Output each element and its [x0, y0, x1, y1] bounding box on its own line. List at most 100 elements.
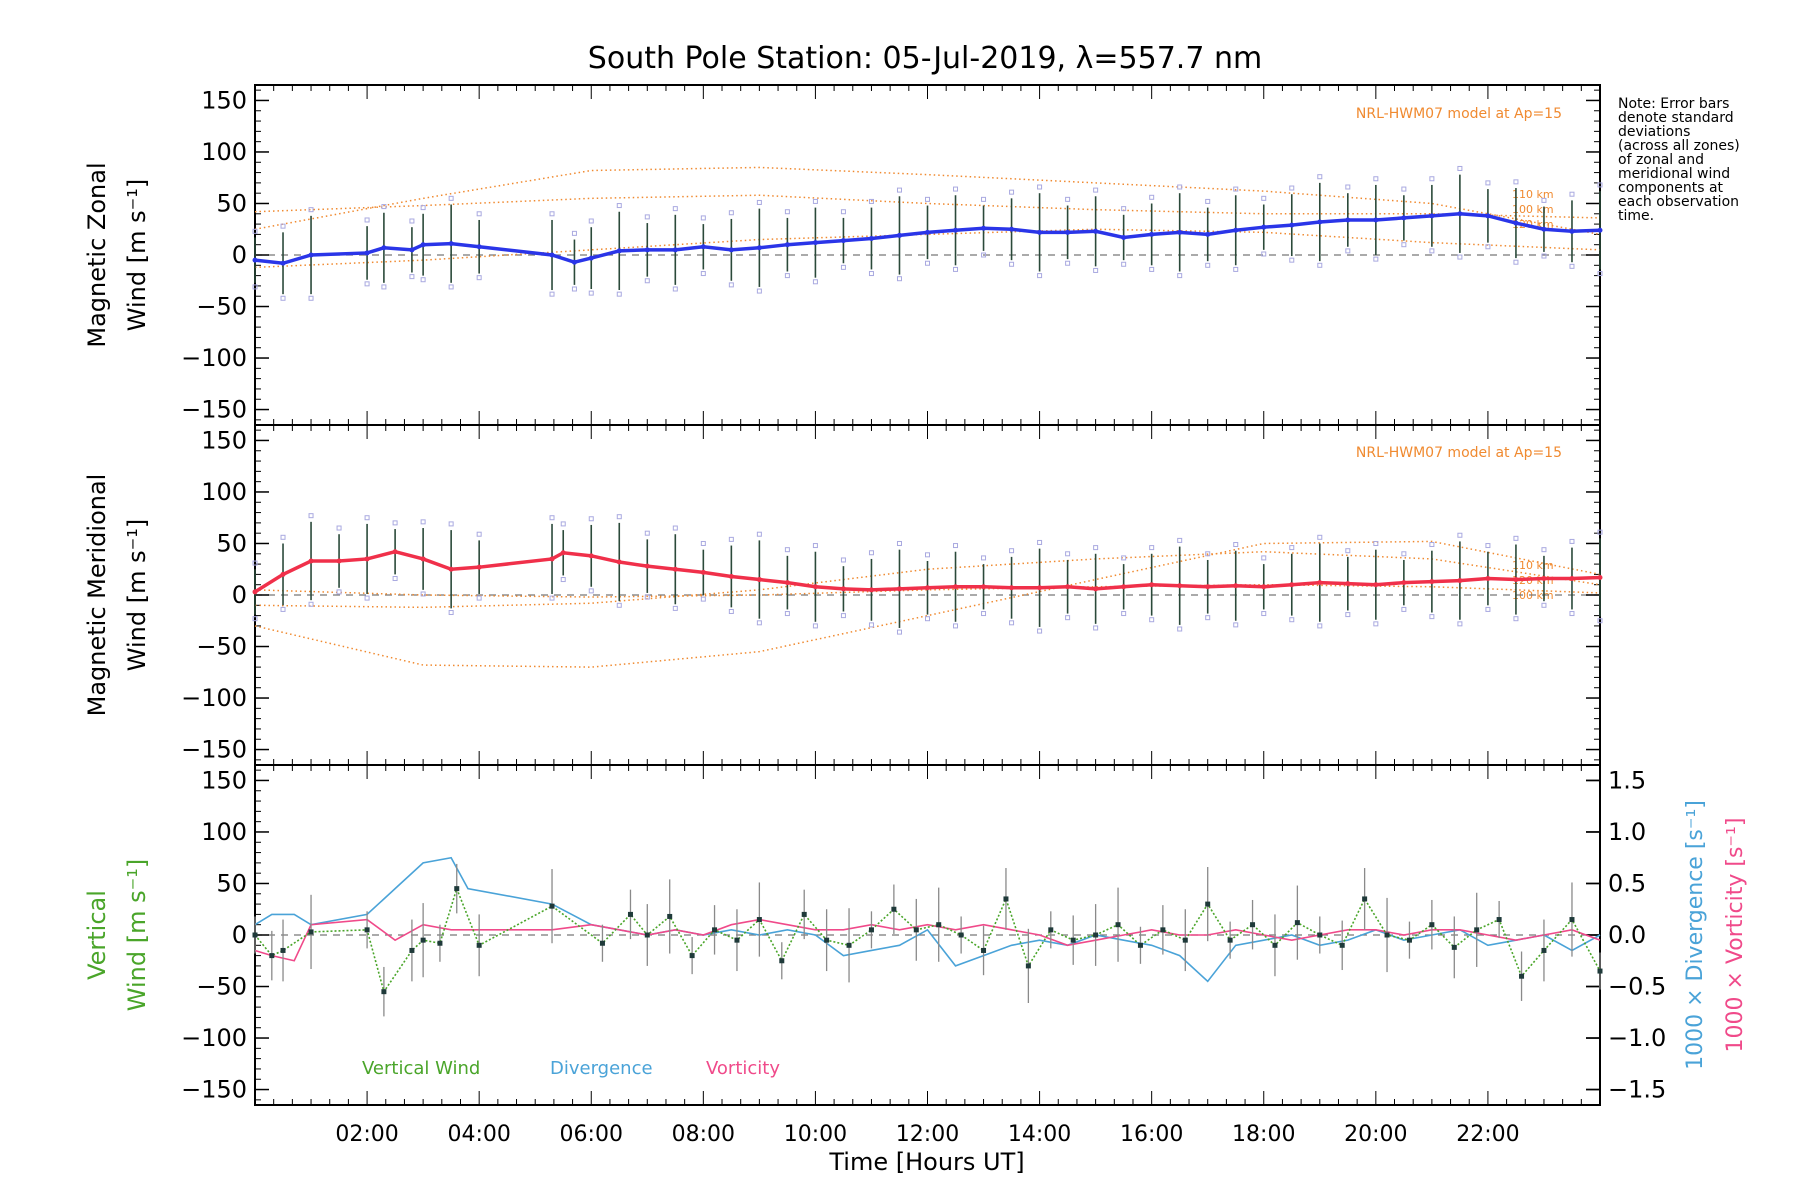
altitude-label: 100 km	[1512, 203, 1554, 216]
scatter-point	[1317, 534, 1323, 540]
wind-point	[925, 585, 930, 591]
vertical-wind-point	[1070, 937, 1076, 943]
scatter-point	[1401, 242, 1407, 248]
scatter-point	[700, 215, 706, 221]
scatter-point	[571, 230, 577, 236]
vertical-wind-point	[1294, 920, 1300, 926]
scatter-point	[1513, 535, 1519, 541]
scatter-point	[1457, 165, 1463, 171]
vertical-wind-line	[254, 886, 1601, 994]
vertical-wind-point	[1182, 937, 1188, 943]
scatter-point	[392, 520, 398, 526]
scatter-point	[336, 589, 342, 595]
scatter-point	[1513, 179, 1519, 185]
scatter-point	[1401, 186, 1407, 192]
scatter-point	[1289, 617, 1295, 623]
wind-point	[336, 558, 342, 564]
legend-vertical-wind: Vertical Wind	[362, 1058, 480, 1079]
y-tick-label: 50	[216, 869, 247, 897]
scatter-point	[700, 540, 706, 546]
vertical-wind-point	[420, 937, 426, 943]
wind-point	[1177, 229, 1183, 235]
wind-point	[1261, 224, 1267, 230]
wind-point	[953, 584, 959, 590]
vertical-wind-point	[1227, 937, 1233, 943]
scatter-point	[1457, 621, 1463, 627]
scatter-point	[784, 611, 790, 617]
wind-point	[1513, 220, 1519, 226]
scatter-point	[1373, 256, 1379, 262]
wind-point	[448, 241, 454, 247]
scatter-point	[549, 291, 555, 297]
wind-point	[756, 245, 762, 251]
wind-point	[728, 247, 734, 253]
wind-point	[1037, 585, 1043, 591]
scatter-point	[1065, 260, 1071, 266]
scatter-point	[728, 608, 734, 614]
scatter-point	[981, 196, 987, 202]
wind-point	[1093, 228, 1099, 234]
scatter-point	[1009, 189, 1015, 195]
vertical-wind-point	[801, 911, 807, 917]
scatter-point	[953, 266, 959, 272]
scatter-point	[1513, 616, 1519, 622]
wind-point	[756, 577, 762, 583]
scatter-point	[756, 199, 762, 205]
y-axis-label-line1: Vertical	[83, 890, 111, 980]
vertical-wind-point	[958, 932, 964, 938]
wind-point	[588, 255, 594, 261]
scatter-point	[644, 214, 650, 220]
wind-point	[616, 248, 622, 254]
wind-point	[1177, 583, 1183, 589]
scatter-point	[1261, 555, 1267, 561]
wind-point	[700, 569, 706, 575]
scatter-point	[840, 557, 846, 563]
y-tick-label: 150	[201, 426, 247, 454]
wind-point	[1317, 580, 1323, 586]
scatter-point	[1373, 621, 1379, 627]
wind-point	[896, 586, 902, 592]
wind-point	[308, 558, 314, 564]
vertical-wind-point	[308, 929, 314, 935]
legend-divergence: Divergence	[550, 1058, 653, 1079]
scatter-point	[1121, 611, 1127, 617]
scatter-point	[308, 601, 314, 607]
scatter-point	[1149, 266, 1155, 272]
wind-point	[1541, 226, 1547, 232]
vertical-wind-point	[1569, 917, 1575, 923]
x-tick-label: 16:00	[1120, 1122, 1183, 1147]
y-tick-label: 50	[216, 529, 247, 557]
scatter-point	[616, 602, 622, 608]
x-tick-label: 10:00	[784, 1122, 847, 1147]
wind-point	[1009, 226, 1015, 232]
vertical-wind-point	[409, 947, 415, 953]
zonal-wind-line	[254, 212, 1601, 266]
scatter-point	[476, 211, 482, 217]
wind-point	[1205, 584, 1211, 590]
scatter-point	[644, 594, 650, 600]
scatter-point	[1317, 262, 1323, 268]
wind-point	[1401, 580, 1407, 586]
scatter-point	[784, 547, 790, 553]
vertical-wind-point	[1115, 922, 1121, 928]
scatter-point	[1569, 611, 1575, 617]
y-tick-label: −150	[181, 736, 247, 764]
y-tick-label: −100	[181, 684, 247, 712]
wind-point	[1065, 229, 1071, 235]
vertical-wind-point	[756, 917, 762, 923]
scatter-point	[981, 555, 987, 561]
y-tick-label: −100	[181, 344, 247, 372]
vertical-wind-point	[891, 906, 897, 912]
vertical-wind-point	[868, 927, 874, 933]
scatter-point	[1177, 537, 1183, 543]
scatter-point	[644, 278, 650, 284]
scatter-point	[381, 204, 387, 210]
scatter-point	[896, 276, 902, 282]
scatter-point	[280, 606, 286, 612]
right-axis-label-vorticity: 1000 × Vorticity [s⁻¹]	[1723, 818, 1748, 1053]
scatter-point	[1009, 620, 1015, 626]
y-axis-label-line2: Wind [m s⁻¹]	[123, 519, 151, 671]
scatter-point	[420, 519, 426, 525]
scatter-point	[1569, 263, 1575, 269]
wind-point	[1457, 578, 1463, 584]
